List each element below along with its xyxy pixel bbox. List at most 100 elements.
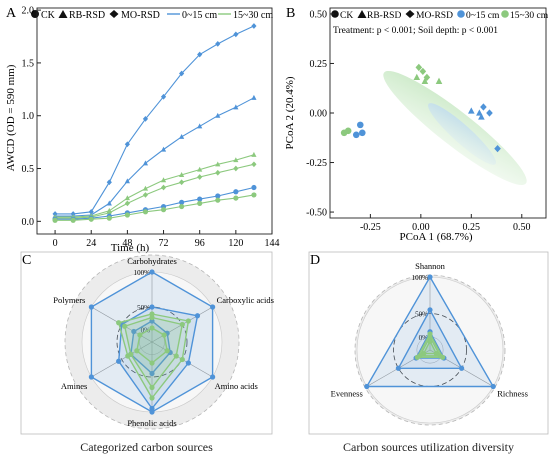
data-point-a	[233, 104, 239, 110]
data-point-a	[179, 133, 185, 139]
y-axis-label-b: PCoA 2 (20.4%)	[284, 76, 296, 149]
data-point-a	[233, 195, 239, 201]
radar-point	[437, 353, 443, 359]
radar-point	[116, 320, 122, 326]
radar-ring-label: 50%	[137, 304, 150, 312]
radar-point	[149, 370, 155, 377]
scatter-point-b	[435, 77, 443, 84]
radar-point	[210, 374, 216, 380]
data-point-a	[197, 51, 203, 58]
data-point-a	[160, 207, 167, 213]
radar-axis-label: Amines	[61, 381, 87, 391]
scatter-point-b	[356, 121, 364, 129]
data-point-a	[124, 212, 130, 218]
legend-d2-label: 15~30 cm	[233, 10, 273, 21]
radar-point	[122, 323, 128, 329]
radar-point	[137, 332, 143, 338]
radar-ring-label: 0%	[141, 326, 151, 334]
data-point-a	[142, 192, 149, 198]
data-point-a	[70, 217, 76, 223]
data-point-a	[197, 200, 203, 206]
data-point-a	[197, 166, 203, 172]
radar-point	[490, 383, 496, 390]
legend-b-rb-label: RB-RSD	[367, 11, 401, 21]
radar-point	[128, 351, 134, 357]
x-tick-label-a: 96	[195, 238, 205, 249]
panel-label-d: D	[310, 253, 320, 268]
radar-axis-label: Shannon	[415, 261, 446, 271]
y-tick-label-b: 0.25	[310, 59, 328, 70]
statistics-annotation: Treatment: p < 0.001; Soil depth: p < 0.…	[333, 26, 498, 36]
scatter-point-b	[352, 131, 360, 139]
radar-point	[116, 358, 122, 364]
radar-point	[161, 332, 167, 338]
data-point-a	[142, 160, 149, 166]
data-point-a	[251, 151, 257, 157]
ticks-b: -0.25 0.00 0.25 0.50 -0.50 -0.25 0.00 0.25 0.50	[306, 9, 530, 233]
data-point-a	[142, 116, 149, 122]
legend-b-mo-marker	[405, 10, 415, 18]
radar-point	[149, 314, 155, 321]
radar-axis-label: Phenolic acids	[127, 418, 176, 428]
series-line-a	[55, 186, 255, 220]
data-point-a	[233, 157, 239, 163]
ellipse-0-15cm	[428, 103, 496, 165]
series-line-a	[55, 25, 255, 215]
scatter-point-b	[413, 73, 421, 80]
data-point-a	[88, 208, 94, 215]
legend-ck-label: CK	[41, 10, 56, 21]
data-point-a	[179, 171, 185, 177]
radar-point	[427, 307, 433, 313]
radar-axis-label: Polymers	[53, 295, 85, 305]
x-tick-label-a: 120	[228, 238, 243, 249]
data-point-a	[106, 200, 112, 206]
series-line-a	[55, 163, 255, 219]
data-point-a	[179, 199, 185, 205]
x-tick-label-a: 24	[86, 238, 96, 249]
legend-rb-label: RB-RSD	[69, 10, 105, 21]
data-point-a	[215, 193, 221, 199]
panel-label-a: A	[6, 6, 17, 21]
plot-frame-a	[36, 7, 273, 235]
data-point-a	[179, 70, 185, 77]
radar-point	[88, 374, 94, 380]
radar-point	[427, 334, 433, 340]
radar-series	[422, 339, 438, 355]
data-point-a	[197, 174, 203, 180]
data-point-a	[142, 185, 149, 191]
legend-b-ck-marker	[331, 10, 339, 18]
radar-point	[149, 360, 155, 366]
radar-point	[364, 383, 370, 390]
data-point-a	[106, 179, 112, 186]
data-point-a	[197, 196, 203, 202]
scatter-point-b	[344, 127, 352, 135]
radar-point	[149, 405, 155, 412]
legend-b-d1-marker	[457, 10, 465, 18]
x-tick-label-a: 144	[265, 238, 280, 249]
data-point-a	[124, 178, 130, 184]
y-tick-label-a: 0.5	[22, 164, 35, 175]
radar-point	[427, 338, 433, 344]
data-point-a	[179, 203, 185, 210]
radar-axis-label: Evenness	[331, 389, 363, 399]
x-tick-label-b: 0.00	[412, 222, 430, 233]
panel-label-c: C	[22, 253, 31, 268]
x-tick-label-a: 0	[53, 238, 58, 249]
radar-point	[395, 365, 401, 371]
scatter-point-b	[423, 73, 431, 81]
radar-point	[194, 313, 201, 319]
scatter-point-b	[358, 129, 366, 137]
data-point-a	[124, 195, 130, 201]
data-point-a	[233, 31, 239, 38]
chart-c: 0% 50% 100% Carbohydrates Carboxylic acids Am…	[20, 251, 274, 435]
scatter-point-b	[478, 113, 485, 120]
data-point-a	[160, 146, 167, 152]
radar-point	[185, 318, 191, 324]
data-point-a	[251, 94, 257, 100]
y-tick-label-b: 0.00	[310, 109, 328, 120]
panel-label-b: B	[286, 6, 295, 21]
y-tick-label-b: -0.25	[306, 158, 327, 169]
legend-b: CK RB-RSD MO-RSD 0~15 cm 15~30 cm	[331, 10, 549, 21]
radar-point	[149, 395, 155, 401]
scatter-point-b	[468, 107, 475, 114]
